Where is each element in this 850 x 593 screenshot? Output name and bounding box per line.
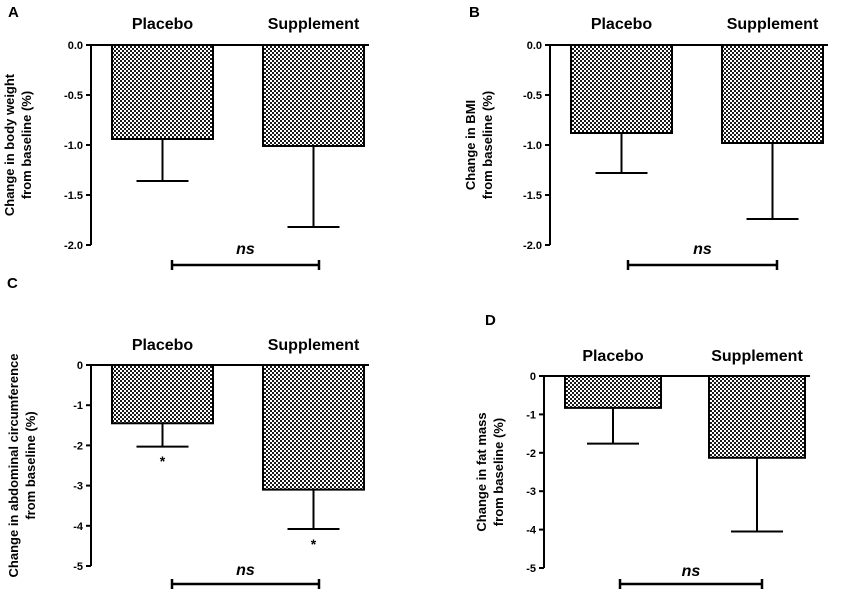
- panel-c-y-tick-label: -2: [73, 440, 83, 452]
- panel-a-category-label: Supplement: [268, 16, 360, 33]
- panel-a-significance-label: ns: [236, 241, 255, 258]
- panel-b-category-label: Supplement: [727, 16, 819, 33]
- panel-d-category-label: Placebo: [582, 348, 644, 365]
- panel-a-y-tick-label: -0.5: [64, 90, 83, 102]
- panel-a-bar-supplement: [262, 44, 365, 147]
- panel-c-bar-supplement: [262, 364, 365, 491]
- panel-b-y-tick-label: -1.0: [523, 140, 542, 152]
- panel-c-y-tick-label: -5: [73, 561, 83, 573]
- panel-d-bar-placebo: [564, 375, 662, 409]
- panel-c-bar-placebo: [111, 364, 214, 425]
- panel-d-y-tick-label: -5: [526, 563, 536, 575]
- panel-a-y-tick-label: -1.5: [64, 190, 83, 202]
- panel-d-y-tick-label: -4: [526, 525, 537, 537]
- panel-d-y-tick-label: -1: [526, 409, 536, 421]
- panel-b-category-label: Placebo: [591, 16, 653, 33]
- panel-c-significance-label: ns: [236, 562, 255, 579]
- panel-c-category-label: Supplement: [268, 337, 360, 354]
- panel-d-y-axis-label: Change in fat mass: [474, 412, 489, 531]
- panel-b-bar-supplement: [721, 44, 824, 144]
- panel-d-significance-label: ns: [682, 563, 701, 580]
- panel-b-y-axis-label: Change in BMI: [463, 100, 478, 190]
- panel-c-y-tick-label: -1: [73, 400, 83, 412]
- panel-d-category-label: Supplement: [711, 348, 803, 365]
- panel-b-significance-label: ns: [693, 241, 712, 258]
- panel-c-y-tick-label: -3: [73, 481, 83, 493]
- panel-c-significance-star: *: [311, 536, 317, 552]
- panel-b-y-tick-label: -0.5: [523, 90, 542, 102]
- panel-a-bar-placebo: [111, 44, 214, 140]
- panel-d-y-tick-label: -2: [526, 448, 536, 460]
- panel-a-y-axis-label: from baseline (%): [19, 91, 34, 199]
- panel-c-y-axis-label: from baseline (%): [23, 411, 38, 519]
- panel-c-category-label: Placebo: [132, 337, 194, 354]
- panel-b-y-tick-label: 0.0: [527, 40, 542, 52]
- panel-a-y-tick-label: -1.0: [64, 140, 83, 152]
- panel-a-y-axis-label: Change in body weight: [2, 73, 17, 216]
- panel-a-letter: A: [8, 4, 19, 21]
- panel-d-letter: D: [485, 312, 496, 329]
- panel-c-y-tick-label: -4: [73, 521, 84, 533]
- panel-c-significance-star: *: [160, 453, 166, 469]
- panel-d-y-tick-label: -3: [526, 486, 536, 498]
- panel-a-y-tick-label: -2.0: [64, 240, 83, 252]
- panel-b-letter: B: [469, 4, 480, 21]
- panel-b-y-tick-label: -1.5: [523, 190, 542, 202]
- panel-c-letter: C: [7, 275, 18, 292]
- panel-d-bar-supplement: [708, 375, 806, 459]
- panel-d-y-axis-label: from baseline (%): [491, 418, 506, 526]
- panel-b-y-tick-label: -2.0: [523, 240, 542, 252]
- panel-a-y-tick-label: 0.0: [68, 40, 83, 52]
- panel-b-y-axis-label: from baseline (%): [480, 91, 495, 199]
- panel-d-y-tick-label: 0: [530, 371, 536, 383]
- panel-c-y-tick-label: 0: [77, 360, 83, 372]
- panel-c-y-axis-label: Change in abdominal circumference: [6, 354, 21, 578]
- panel-a-category-label: Placebo: [132, 16, 194, 33]
- panel-b-bar-placebo: [570, 44, 673, 134]
